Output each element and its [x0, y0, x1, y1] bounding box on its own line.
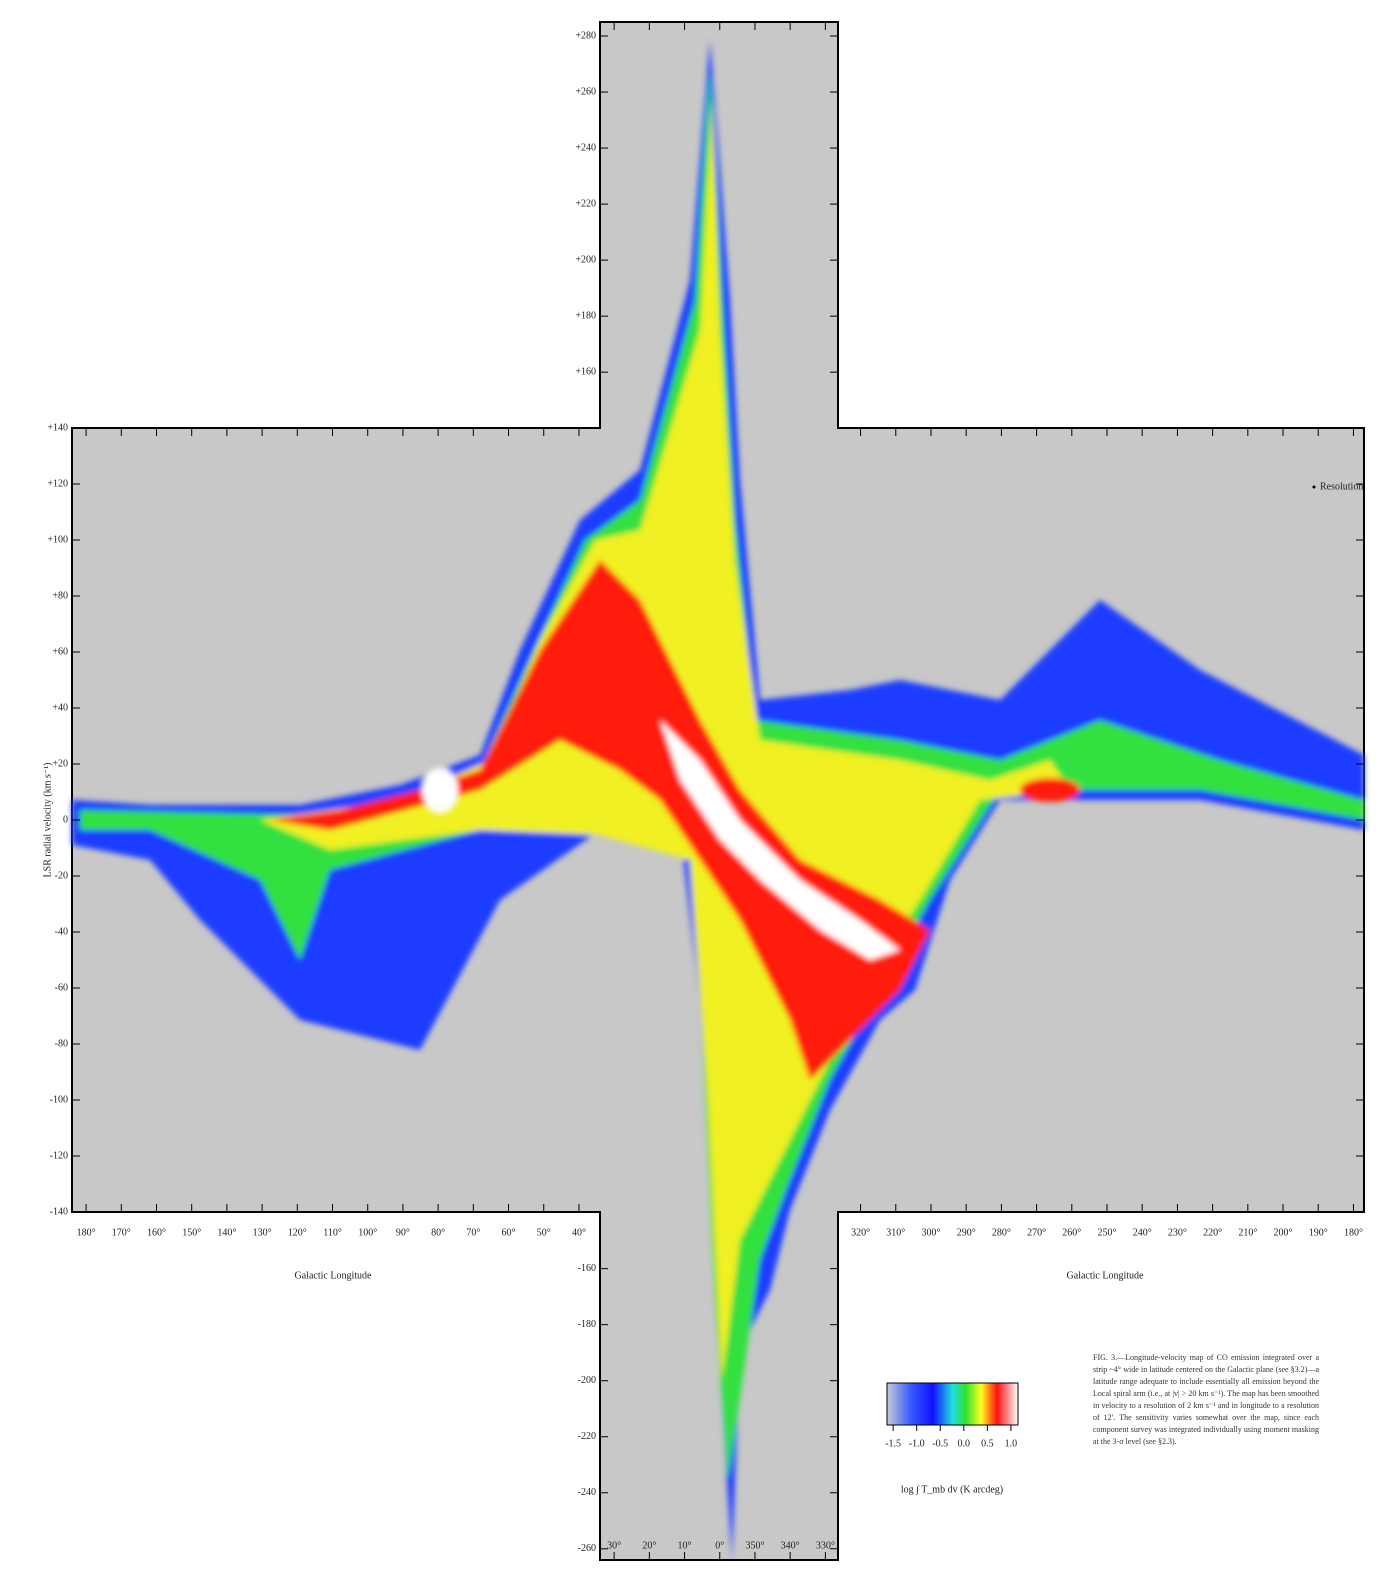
y-axis-label: LSR radial velocity (km s⁻¹): [42, 763, 53, 878]
x-tick-label: 190°: [1309, 1227, 1328, 1238]
x-tick-label: 290°: [957, 1227, 976, 1238]
y-tick-label: -120: [50, 1150, 68, 1161]
y-tick-label: -100: [50, 1094, 68, 1105]
y-tick-label: -220: [578, 1431, 596, 1442]
colorbar-label: log ∫ T_mb dv (K arcdeg): [901, 1484, 1003, 1495]
emission-red-blob: [1020, 778, 1080, 802]
x-tick-label: 240°: [1133, 1227, 1152, 1238]
x-tick-label: 20°: [642, 1540, 656, 1551]
x-tick-label: 330°: [816, 1540, 835, 1551]
x-tick-label: 90°: [396, 1227, 410, 1238]
y-tick-label: +100: [47, 534, 68, 545]
x-tick-label: 270°: [1027, 1227, 1046, 1238]
x-axis-label: Galactic Longitude: [1067, 1270, 1144, 1281]
x-tick-label: 170°: [112, 1227, 131, 1238]
y-tick-label: -80: [55, 1038, 68, 1049]
x-tick-label: 350°: [745, 1540, 764, 1551]
colorbar-tick-label: 1.0: [1005, 1438, 1018, 1449]
y-tick-label: +20: [52, 758, 68, 769]
x-tick-label: 160°: [147, 1227, 166, 1238]
colorbar: [887, 1383, 1018, 1425]
resolution-label: Resolution: [1320, 481, 1363, 492]
x-tick-label: 50°: [537, 1227, 551, 1238]
y-tick-label: -40: [55, 926, 68, 937]
x-tick-label: 210°: [1238, 1227, 1257, 1238]
x-tick-label: 300°: [921, 1227, 940, 1238]
figure: LSR radial velocity (km s⁻¹) Galactic Lo…: [0, 0, 1376, 1582]
x-tick-label: 260°: [1062, 1227, 1081, 1238]
x-tick-label: 30°: [607, 1540, 621, 1551]
x-tick-label: 320°: [851, 1227, 870, 1238]
x-tick-label: 120°: [288, 1227, 307, 1238]
emission-white-blob: [422, 768, 458, 812]
x-axis-label: Galactic Longitude: [295, 1270, 372, 1281]
x-tick-label: 280°: [992, 1227, 1011, 1238]
x-tick-label: 40°: [572, 1227, 586, 1238]
x-tick-label: 0°: [715, 1540, 724, 1551]
y-tick-label: +180: [575, 310, 596, 321]
y-tick-label: +120: [47, 478, 68, 489]
x-tick-label: 100°: [358, 1227, 377, 1238]
y-tick-label: -20: [55, 870, 68, 881]
colorbar-tick-label: -1.5: [885, 1438, 901, 1449]
y-tick-label: +260: [575, 86, 596, 97]
y-tick-label: -160: [578, 1263, 596, 1274]
y-tick-label: +240: [575, 142, 596, 153]
x-tick-label: 70°: [466, 1227, 480, 1238]
x-tick-label: 180°: [1344, 1227, 1363, 1238]
colorbar-tick-label: -0.5: [932, 1438, 948, 1449]
y-tick-label: -140: [50, 1206, 68, 1217]
x-tick-label: 60°: [502, 1227, 516, 1238]
y-tick-label: -260: [578, 1543, 596, 1554]
colorbar-tick-label: -1.0: [909, 1438, 925, 1449]
y-tick-label: +40: [52, 702, 68, 713]
x-tick-label: 130°: [253, 1227, 272, 1238]
y-tick-label: +220: [575, 198, 596, 209]
y-tick-label: +280: [575, 30, 596, 41]
x-tick-label: 230°: [1168, 1227, 1187, 1238]
y-tick-label: +200: [575, 254, 596, 265]
y-tick-label: -240: [578, 1487, 596, 1498]
x-tick-label: 310°: [886, 1227, 905, 1238]
x-tick-label: 10°: [678, 1540, 692, 1551]
y-tick-label: -200: [578, 1375, 596, 1386]
page: LSR radial velocity (km s⁻¹) Galactic Lo…: [0, 0, 1376, 1582]
x-tick-label: 220°: [1203, 1227, 1222, 1238]
y-tick-label: +160: [575, 366, 596, 377]
y-tick-label: +80: [52, 590, 68, 601]
y-tick-label: 0: [63, 814, 68, 825]
y-tick-label: -60: [55, 982, 68, 993]
x-tick-label: 340°: [781, 1540, 800, 1551]
x-tick-label: 200°: [1274, 1227, 1293, 1238]
x-tick-label: 80°: [431, 1227, 445, 1238]
x-tick-label: 150°: [182, 1227, 201, 1238]
x-tick-label: 250°: [1098, 1227, 1117, 1238]
y-tick-label: -180: [578, 1319, 596, 1330]
y-tick-label: +60: [52, 646, 68, 657]
x-tick-label: 180°: [77, 1227, 96, 1238]
colorbar-tick-label: 0.5: [981, 1438, 994, 1449]
caption: FIG. 3.—Longitude-velocity map of CO emi…: [1093, 1352, 1319, 1448]
x-tick-label: 110°: [323, 1227, 342, 1238]
x-tick-label: 140°: [217, 1227, 236, 1238]
y-tick-label: +140: [47, 422, 68, 433]
colorbar-tick-label: 0.0: [958, 1438, 971, 1449]
resolution-marker: [1313, 486, 1316, 489]
